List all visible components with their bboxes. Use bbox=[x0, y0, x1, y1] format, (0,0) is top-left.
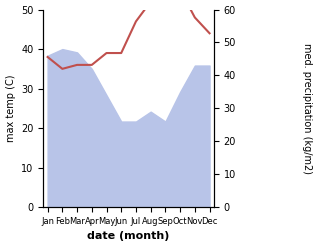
Y-axis label: med. precipitation (kg/m2): med. precipitation (kg/m2) bbox=[302, 43, 313, 174]
Y-axis label: max temp (C): max temp (C) bbox=[5, 75, 16, 142]
X-axis label: date (month): date (month) bbox=[87, 231, 170, 242]
